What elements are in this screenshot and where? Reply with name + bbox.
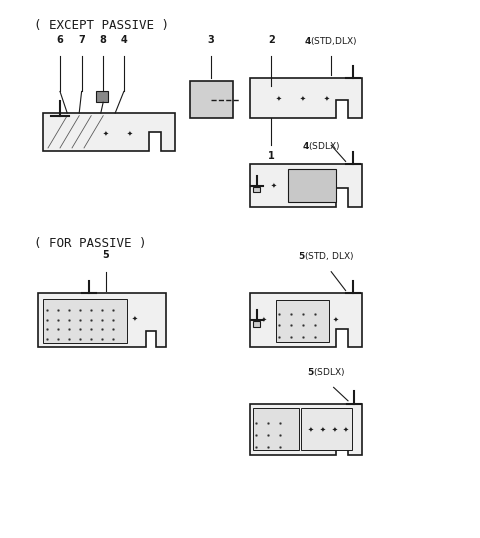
Text: ✦: ✦ [320, 426, 325, 433]
Polygon shape [38, 293, 166, 347]
Text: ✦: ✦ [332, 426, 337, 433]
Bar [348, 295, 357, 301]
Text: ✦: ✦ [276, 95, 281, 102]
Text: ✦: ✦ [343, 426, 348, 433]
Text: ( EXCEPT PASSIVE ): ( EXCEPT PASSIVE ) [34, 19, 168, 32]
Text: ✦: ✦ [127, 130, 132, 137]
Text: ✦: ✦ [308, 426, 314, 433]
Text: 3: 3 [208, 35, 215, 45]
Bar [301, 408, 352, 450]
Polygon shape [250, 293, 362, 347]
Bar [253, 321, 260, 327]
Text: ✦: ✦ [271, 183, 276, 189]
Bar [190, 81, 233, 118]
Polygon shape [43, 113, 175, 151]
Text: 8: 8 [100, 35, 107, 45]
Bar [84, 295, 93, 301]
Text: 6: 6 [57, 35, 63, 45]
Text: ( FOR PASSIVE ): ( FOR PASSIVE ) [34, 237, 146, 250]
Text: ✦: ✦ [300, 95, 305, 102]
Text: 5: 5 [102, 250, 109, 260]
Text: ✦: ✦ [324, 95, 329, 102]
Text: 4: 4 [120, 35, 127, 45]
Text: 1: 1 [268, 151, 275, 161]
Polygon shape [250, 78, 362, 118]
Text: $\mathbf{4}$(SDLX): $\mathbf{4}$(SDLX) [302, 140, 341, 152]
Bar [253, 408, 299, 450]
Text: ✦: ✦ [261, 317, 267, 323]
Bar [276, 300, 329, 342]
Bar [350, 405, 359, 412]
Text: $\mathbf{4}$(STD,DLX): $\mathbf{4}$(STD,DLX) [304, 35, 358, 47]
Text: $\mathbf{5}$(SDLX): $\mathbf{5}$(SDLX) [307, 366, 346, 378]
Bar [348, 166, 357, 172]
Bar [348, 80, 357, 86]
Bar [43, 299, 127, 343]
Polygon shape [250, 404, 362, 455]
Text: $\mathbf{5}$(STD, DLX): $\mathbf{5}$(STD, DLX) [298, 250, 355, 262]
Text: 7: 7 [78, 35, 85, 45]
Text: ✦: ✦ [103, 130, 108, 137]
Polygon shape [250, 164, 362, 207]
Bar [253, 187, 260, 192]
Text: ✦: ✦ [132, 316, 137, 322]
Bar [96, 91, 108, 102]
Text: ✦: ✦ [333, 317, 339, 323]
Bar [55, 118, 65, 125]
Bar [288, 169, 336, 202]
Text: 2: 2 [268, 35, 275, 45]
